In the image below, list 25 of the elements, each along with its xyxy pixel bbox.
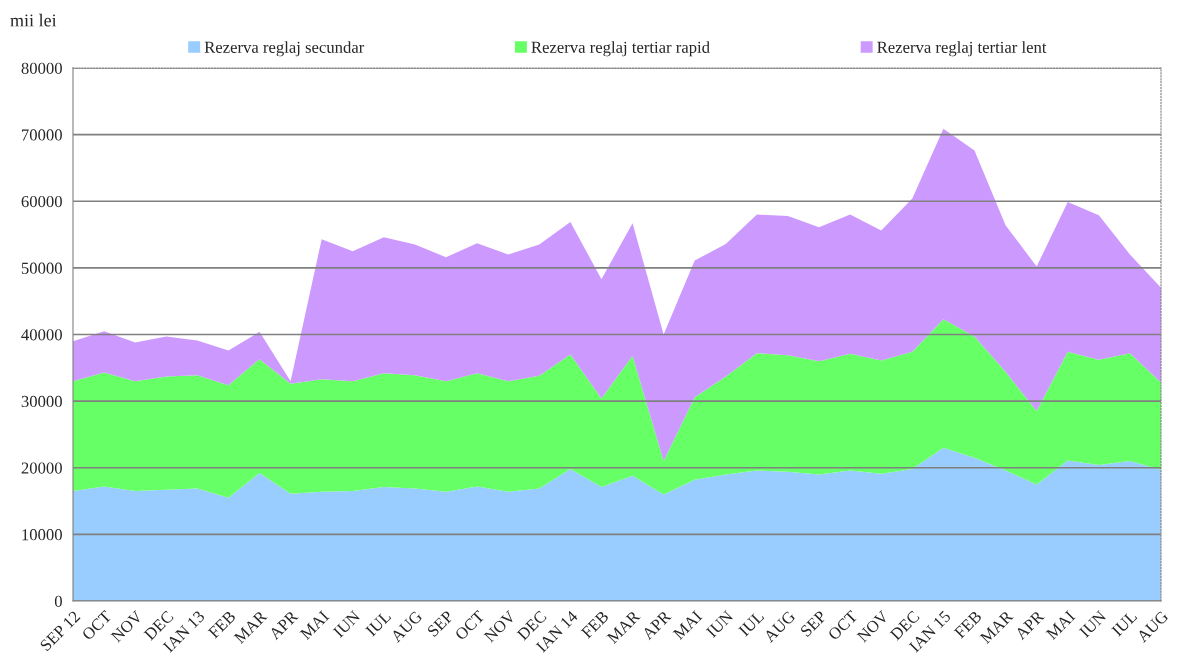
y-tick-label: 60000 <box>21 195 62 208</box>
y-tick-label: 80000 <box>21 62 62 74</box>
y-tick-label: 40000 <box>21 329 62 341</box>
y-tick-label: 10000 <box>22 529 62 541</box>
x-tick-label: IUN <box>705 610 734 639</box>
x-tick-label: IUN <box>332 610 361 639</box>
y-axis-title: mii lei <box>10 13 57 27</box>
x-tick-label: SEP 12 <box>39 610 81 652</box>
x-tick-label: IUL <box>365 610 392 637</box>
y-tick-label: 0 <box>54 595 62 607</box>
y-tick-label: 30000 <box>21 395 62 408</box>
x-tick-label: APR <box>268 609 299 641</box>
x-tick-label: IUL <box>738 610 765 637</box>
x-tick-label: APR <box>1014 609 1045 641</box>
legend-label: Rezerva reglaj secundar <box>204 41 365 57</box>
y-tick-label: 20000 <box>21 462 62 474</box>
x-tick-label: APR <box>641 609 672 641</box>
x-tick-label: SEP <box>799 610 827 638</box>
y-tick-label: 70000 <box>22 129 62 141</box>
x-tick-label: SEP <box>426 610 454 638</box>
x-tick-label: IUL <box>1111 610 1138 637</box>
legend-label: Rezerva reglaj tertiar lent <box>877 41 1047 57</box>
legend-label: Rezerva reglaj tertiar rapid <box>531 41 710 57</box>
y-tick-label: 50000 <box>21 262 62 274</box>
x-tick-label: IUN <box>1078 610 1107 639</box>
